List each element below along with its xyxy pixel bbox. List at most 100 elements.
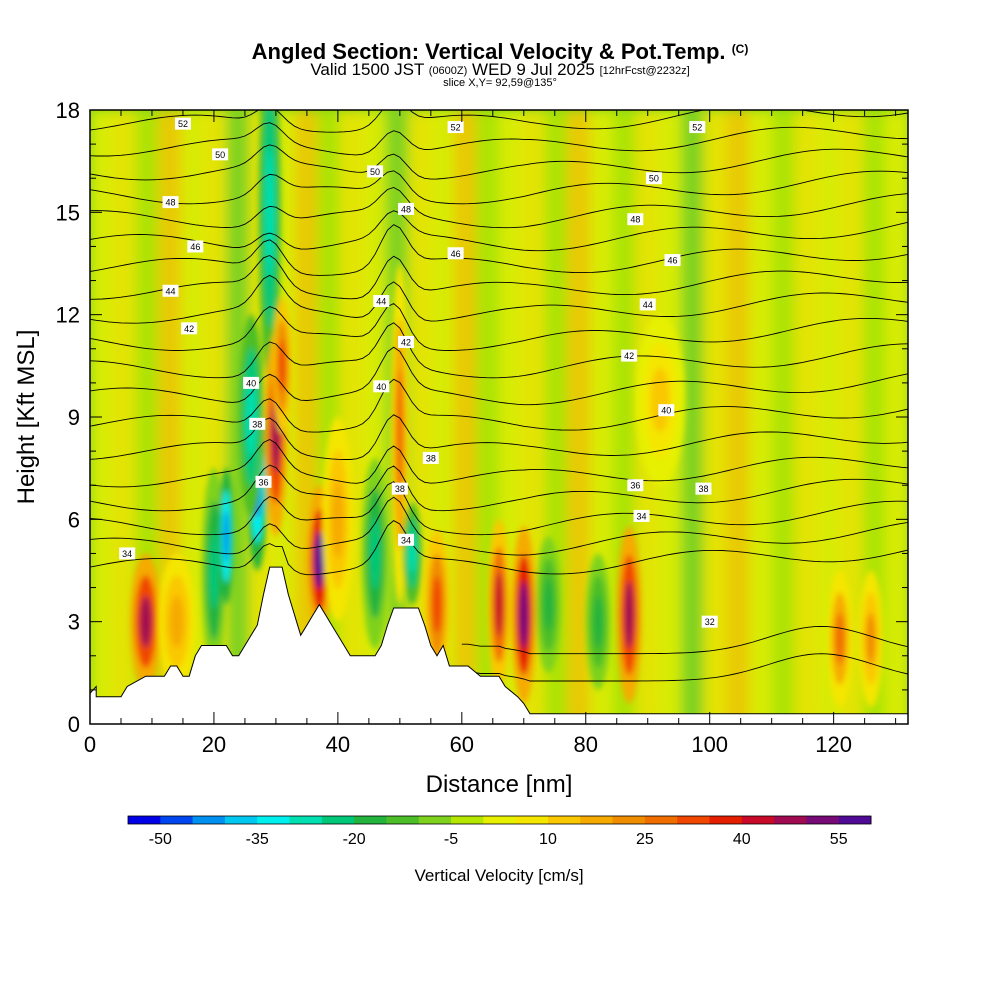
contour-label: 48 — [627, 213, 644, 226]
contour-label-box — [391, 482, 408, 495]
y-tick-label: 12 — [56, 303, 80, 328]
chart-subtitle: Valid 1500 JST (0600Z) WED 9 Jul 2025 [1… — [0, 60, 1000, 81]
velocity-cell — [369, 517, 381, 590]
y-axis-label: Height [Kft MSL] — [13, 330, 40, 505]
theta-contour — [90, 464, 908, 512]
colorbar-tick-label: 10 — [539, 831, 557, 848]
theta-contour — [90, 210, 908, 252]
theta-contour-low — [461, 625, 908, 655]
colorbar-tick-label: -5 — [444, 831, 458, 848]
contour-label-box — [398, 202, 415, 215]
contour-label: 34 — [633, 509, 650, 522]
contour-label-text: 38 — [698, 484, 708, 494]
contour-label: 34 — [119, 547, 136, 560]
field-band — [794, 110, 820, 724]
contour-label-box — [119, 547, 136, 560]
contour-label: 40 — [243, 376, 260, 389]
contour-label: 40 — [373, 380, 390, 393]
contour-label-box — [255, 475, 272, 488]
contour-label-text: 46 — [190, 242, 200, 252]
velocity-cell — [519, 581, 529, 649]
contour-label: 46 — [187, 240, 204, 253]
field-band — [771, 110, 797, 724]
velocity-cell — [396, 369, 404, 499]
velocity-cell — [331, 480, 344, 559]
contour-label: 50 — [367, 165, 384, 178]
contour-label-text: 44 — [643, 300, 653, 310]
colorbar-tick-label: -35 — [246, 831, 269, 848]
contour-label-text: 46 — [668, 256, 678, 266]
colorbar-swatch — [774, 816, 807, 824]
valid-zulu: (0600Z) — [428, 65, 468, 77]
contour-label: 42 — [398, 335, 415, 348]
contour-label-box — [187, 240, 204, 253]
contour-label: 32 — [701, 615, 718, 628]
contour-label-box — [422, 451, 439, 464]
contour-label-text: 38 — [395, 484, 405, 494]
contour-label: 38 — [422, 451, 439, 464]
contour-label-box — [695, 482, 712, 495]
colorbar-tick-label: 40 — [733, 831, 751, 848]
field-band — [703, 110, 729, 724]
contour-label-text: 32 — [705, 617, 715, 627]
contour-label-text: 48 — [166, 198, 176, 208]
contour-label: 34 — [398, 533, 415, 546]
valid-time: Valid 1500 JST — [310, 60, 425, 79]
contour-label-box — [367, 165, 384, 178]
velocity-cell — [169, 595, 184, 648]
contour-label-box — [627, 479, 644, 492]
velocity-cell — [866, 612, 876, 665]
colorbar-tick-label: 25 — [636, 831, 654, 848]
contour-label-text: 40 — [661, 406, 671, 416]
field-band — [680, 110, 706, 724]
theta-contour — [90, 520, 908, 576]
velocity-cell — [223, 510, 230, 563]
contour-label-box — [181, 322, 198, 335]
contour-label-box — [658, 404, 675, 417]
contour-label: 46 — [664, 254, 681, 267]
contour-label-text: 42 — [624, 351, 634, 361]
colorbar-swatch — [612, 816, 646, 824]
contour-label-box — [174, 117, 191, 130]
contour-label: 36 — [255, 475, 272, 488]
theta-contour — [90, 144, 908, 181]
x-tick-label: 120 — [815, 732, 852, 757]
contour-label-box — [212, 148, 229, 161]
theta-contour — [90, 187, 908, 229]
theta-contour-low — [461, 653, 908, 682]
contour-label: 50 — [645, 172, 662, 185]
y-tick-label: 18 — [56, 98, 80, 123]
x-tick-label: 60 — [450, 732, 474, 757]
contour-label-box — [447, 247, 464, 260]
contour-label-text: 52 — [451, 123, 461, 133]
theta-contour — [90, 170, 908, 205]
velocity-cell — [543, 578, 554, 631]
contour-label: 38 — [249, 417, 266, 430]
contour-label-box — [633, 509, 650, 522]
contour-label-box — [639, 298, 656, 311]
x-tick-label: 100 — [691, 732, 728, 757]
y-tick-label: 9 — [68, 405, 80, 430]
colorbar-swatch — [644, 816, 678, 824]
contour-label: 40 — [658, 404, 675, 417]
velocity-cell — [593, 595, 603, 648]
colorbar-swatch — [224, 816, 258, 824]
contour-label-box — [373, 380, 390, 393]
theta-contour — [90, 378, 908, 433]
contour-label-box — [162, 284, 179, 297]
contour-label: 42 — [621, 349, 638, 362]
theta-contour — [90, 346, 908, 406]
velocity-cell — [314, 531, 324, 589]
colorbar-swatch — [483, 816, 517, 824]
contour-label-box — [689, 121, 706, 134]
colorbar-swatch — [709, 816, 743, 824]
contour-label-text: 36 — [259, 477, 269, 487]
contour-label-box — [701, 615, 718, 628]
contour-label-text: 38 — [252, 419, 262, 429]
contour-label-text: 50 — [370, 167, 380, 177]
contour-label: 48 — [162, 196, 179, 209]
theta-contour — [90, 302, 908, 351]
colorbar-swatch — [128, 816, 161, 824]
contour-label-box — [627, 213, 644, 226]
